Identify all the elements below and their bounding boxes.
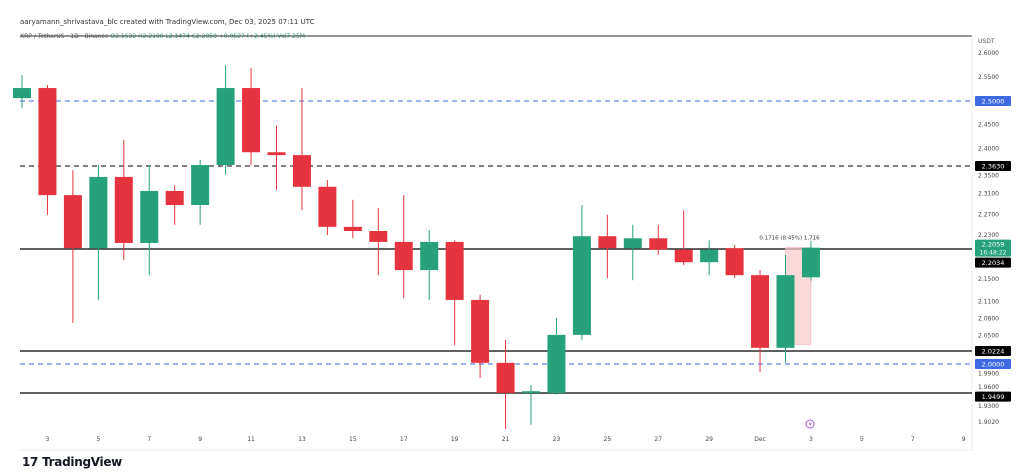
axis-unit[interactable]: USDT (978, 38, 995, 45)
x-tick-label: 25 (604, 436, 612, 443)
x-tick-label: 9 (198, 436, 202, 443)
candle-body (471, 299, 490, 363)
last-price-label: 2.2059 (982, 241, 1005, 249)
y-tick-label: 2.2300 (978, 232, 999, 239)
x-tick-label: 17 (400, 436, 408, 443)
x-tick-label: 11 (247, 436, 255, 443)
price-label-box (975, 346, 1011, 356)
candle-body (216, 88, 235, 166)
candle-body (522, 391, 540, 393)
candle-body (801, 247, 820, 278)
y-tick-label: 2.1500 (978, 276, 999, 283)
y-tick-label: 2.5500 (978, 74, 999, 81)
candle-body (649, 238, 668, 250)
price-label: 2.3630 (982, 163, 1005, 171)
x-tick-label: 3 (809, 436, 813, 443)
candle-body (496, 362, 515, 393)
candle-body (267, 152, 286, 156)
y-tick-label: 2.1100 (978, 299, 999, 306)
price-label-box (975, 257, 1011, 268)
candle-body (445, 241, 464, 300)
candle-body (700, 249, 719, 263)
x-tick-label: 23 (553, 436, 561, 443)
candle-body (369, 231, 388, 242)
candle-body (674, 249, 693, 263)
y-tick-label: 1.9600 (978, 384, 999, 391)
price-label-box (975, 391, 1011, 402)
x-tick-label: 9 (962, 436, 966, 443)
candle-body (89, 176, 108, 249)
y-tick-label: 2.6000 (978, 50, 999, 57)
y-tick-label: 1.9300 (978, 403, 999, 410)
candle-body (38, 88, 57, 196)
candle-body (318, 186, 337, 227)
lightning-icon-glyph (808, 421, 812, 427)
candle-body (292, 155, 311, 187)
candle-body (572, 236, 591, 335)
candle-body (420, 241, 439, 271)
x-tick-label: 29 (705, 436, 713, 443)
price-label-box (975, 96, 1011, 106)
y-tick-label: 2.4500 (978, 122, 999, 129)
x-tick-label: 5 (96, 436, 100, 443)
candle-body (725, 248, 744, 276)
price-label: 2.2034 (982, 259, 1005, 267)
y-tick-label: 2.0500 (978, 332, 999, 339)
x-tick-label: 19 (451, 436, 459, 443)
tradingview-logo: 𝟭𝟳 TradingView (22, 455, 122, 469)
price-label-box (975, 161, 1011, 171)
x-tick-label: 7 (147, 436, 151, 443)
x-tick-label: 13 (298, 436, 306, 443)
candle-body (394, 241, 413, 271)
candle-body (63, 195, 82, 249)
x-tick-label: 21 (502, 436, 510, 443)
y-tick-label: 1.9020 (978, 419, 999, 426)
price-label: 2.5000 (982, 98, 1005, 106)
x-tick-label: 7 (911, 436, 915, 443)
price-label-box (975, 359, 1011, 369)
y-tick-label: 2.3100 (978, 191, 999, 198)
x-tick-label: 3 (46, 436, 50, 443)
candle-body (114, 176, 133, 243)
y-tick-label: 1.9900 (978, 371, 999, 378)
x-tick-label: 5 (860, 436, 864, 443)
candle-body (547, 334, 566, 393)
candle-body (776, 275, 795, 348)
y-tick-label: 2.3500 (978, 173, 999, 180)
candle-body (242, 88, 261, 153)
x-tick-label: Dec (754, 436, 766, 443)
x-tick-label: 27 (654, 436, 662, 443)
brand-name: TradingView (42, 455, 122, 469)
y-tick-label: 2.0800 (978, 316, 999, 323)
price-label: 2.0224 (982, 348, 1005, 356)
measure-label: 0.1716 (8.45%) 1,716 (759, 236, 820, 242)
y-tick-label: 2.4000 (978, 145, 999, 152)
candle-body (13, 88, 31, 99)
x-tick-label: 15 (349, 436, 357, 443)
candle-body (598, 236, 617, 249)
last-price-box (975, 239, 1011, 257)
candle-body (140, 190, 159, 243)
lightning-icon (805, 419, 815, 429)
price-label: 1.9499 (982, 393, 1005, 401)
candle-body (343, 226, 362, 232)
candle-body (623, 238, 642, 249)
tv-logo-icon: 𝟭𝟳 (22, 455, 39, 469)
price-label: 2.0000 (982, 361, 1005, 369)
chart-credit: aaryamann_shrivastava_blc created with T… (20, 18, 315, 26)
candle-body (751, 275, 770, 348)
y-tick-label: 2.2700 (978, 211, 999, 218)
candle-body (191, 165, 210, 206)
bar-countdown: 16:48:22 (980, 250, 1007, 257)
candle-body (165, 190, 184, 206)
